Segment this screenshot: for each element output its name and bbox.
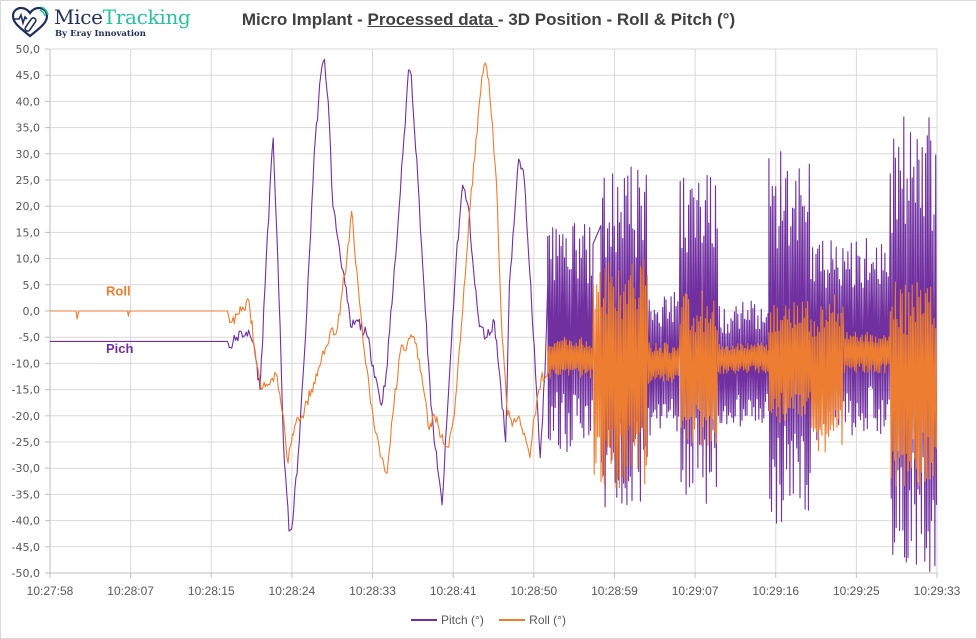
y-tick-label: -25,0 bbox=[12, 436, 40, 449]
legend-label-pitch: Pitch (°) bbox=[441, 613, 484, 627]
y-tick-label: 5,0 bbox=[23, 279, 41, 292]
series-group bbox=[50, 58, 938, 573]
y-tick-label: -40,0 bbox=[12, 515, 40, 528]
logo-subtitle: By Eray Innovation bbox=[55, 29, 146, 39]
series-line-roll bbox=[50, 62, 938, 489]
mice-tracking-logo: MiceTracking By Eray Innovation bbox=[6, 4, 196, 42]
x-tick-label: 10:29:25 bbox=[833, 584, 880, 598]
x-axis-ticks: 10:27:58 10:28:07 10:28:15 10:28:24 10:28:33… bbox=[27, 573, 961, 598]
title-prefix: Micro Implant - bbox=[241, 10, 368, 29]
x-tick-label: 10:28:33 bbox=[349, 584, 396, 598]
y-tick-label: -5,0 bbox=[19, 331, 40, 344]
y-tick-label: -35,0 bbox=[12, 488, 40, 501]
y-tick-label: 50,0 bbox=[16, 43, 41, 56]
x-tick-label: 10:28:41 bbox=[430, 584, 477, 598]
legend-item-pitch[interactable]: Pitch (°) bbox=[411, 613, 484, 627]
annotation-pitch: Pich bbox=[106, 341, 134, 356]
heart-implant-signal-icon bbox=[11, 6, 49, 38]
y-axis-ticks: 50,0 45,0 40,0 35,0 30,0 25,0 20,0 15,0 10,0 5,0 0… bbox=[12, 43, 50, 580]
y-tick-label: 35,0 bbox=[16, 122, 41, 135]
legend-item-roll[interactable]: Roll (°) bbox=[499, 613, 566, 627]
series-line-pitch bbox=[50, 58, 938, 573]
y-tick-label: -10,0 bbox=[12, 357, 40, 370]
y-tick-label: 40,0 bbox=[16, 95, 41, 108]
y-tick-label: -30,0 bbox=[12, 462, 40, 475]
logo-name-part1: Mice bbox=[54, 5, 103, 29]
x-tick-label: 10:29:07 bbox=[672, 584, 719, 598]
x-tick-label: 10:29:16 bbox=[752, 584, 799, 598]
x-tick-label: 10:28:07 bbox=[107, 584, 154, 598]
chart-title: Micro Implant - Processed data - 3D Posi… bbox=[0, 10, 977, 30]
y-tick-label: 10,0 bbox=[16, 253, 41, 266]
x-tick-label: 10:29:33 bbox=[914, 584, 961, 598]
y-tick-label: -15,0 bbox=[12, 384, 40, 397]
y-tick-label: 25,0 bbox=[16, 174, 41, 187]
y-tick-label: -20,0 bbox=[12, 410, 40, 423]
title-suffix: - 3D Position - Roll & Pitch (°) bbox=[497, 10, 736, 29]
logo-wordmark: MiceTracking bbox=[54, 5, 191, 29]
legend-label-roll: Roll (°) bbox=[529, 613, 566, 627]
y-tick-label: 30,0 bbox=[16, 148, 41, 161]
chart-legend: Pitch (°) Roll (°) bbox=[0, 610, 977, 627]
y-tick-label: 20,0 bbox=[16, 200, 41, 213]
legend-swatch-pitch bbox=[411, 619, 438, 621]
y-tick-label: 15,0 bbox=[16, 226, 41, 239]
x-tick-label: 10:27:58 bbox=[27, 584, 74, 598]
x-tick-label: 10:28:15 bbox=[188, 584, 235, 598]
logo-name-part2: Tracking bbox=[102, 5, 191, 29]
y-tick-label: -45,0 bbox=[12, 541, 40, 554]
legend-swatch-roll bbox=[499, 619, 526, 621]
y-tick-label: 0,0 bbox=[23, 305, 41, 318]
x-tick-label: 10:28:59 bbox=[591, 584, 638, 598]
y-tick-label: 45,0 bbox=[16, 69, 41, 82]
x-tick-label: 10:28:24 bbox=[269, 584, 316, 598]
x-tick-label: 10:28:50 bbox=[510, 584, 557, 598]
title-underlined: Processed data bbox=[367, 10, 498, 29]
y-tick-label: -50,0 bbox=[12, 567, 40, 580]
annotation-roll: Roll bbox=[106, 283, 131, 298]
